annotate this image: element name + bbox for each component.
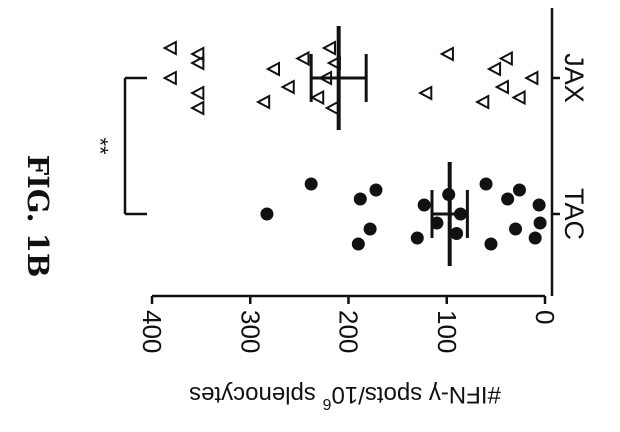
data-point xyxy=(532,198,546,212)
data-point xyxy=(439,46,454,62)
data-point xyxy=(524,70,539,86)
data-point xyxy=(511,89,526,106)
category-label-jax: JAX xyxy=(559,53,589,103)
data-point xyxy=(450,227,464,240)
data-point xyxy=(265,61,281,77)
data-point xyxy=(190,100,205,116)
data-point xyxy=(363,222,377,236)
data-point xyxy=(190,85,205,101)
data-point xyxy=(324,100,339,116)
data-point xyxy=(321,40,337,56)
data-point xyxy=(309,89,325,106)
value-tick-label: 100 xyxy=(432,310,462,353)
data-point xyxy=(162,40,177,56)
value-axis-title: #IFN-γ spots/106 splenocytes xyxy=(189,382,501,413)
data-point xyxy=(417,85,433,101)
data-point xyxy=(369,183,383,197)
data-point xyxy=(486,61,502,77)
data-point xyxy=(479,177,493,191)
series-tac xyxy=(260,162,547,266)
data-point xyxy=(280,79,295,95)
data-point xyxy=(494,79,509,95)
data-point xyxy=(190,46,205,62)
data-point xyxy=(484,237,498,251)
value-tick-label: 0 xyxy=(530,310,560,324)
data-point xyxy=(417,198,431,212)
significance-label: ** xyxy=(88,137,113,155)
data-point xyxy=(260,207,274,221)
data-point xyxy=(351,237,365,251)
value-tick-label: 300 xyxy=(235,310,265,353)
value-tick-label: 200 xyxy=(334,310,364,353)
data-point xyxy=(304,177,318,191)
data-point xyxy=(528,231,542,245)
data-point xyxy=(410,231,424,245)
data-point xyxy=(512,183,526,197)
data-point xyxy=(353,192,367,206)
plot-area: 0 100 200 300 400 TAC JAX #IFN-γ spots/106 sple… xyxy=(88,8,589,413)
data-point xyxy=(162,70,177,86)
data-point xyxy=(533,216,547,230)
data-point xyxy=(498,50,513,67)
data-point xyxy=(430,216,444,230)
data-point xyxy=(501,192,515,206)
data-point xyxy=(190,55,205,71)
data-point xyxy=(509,222,523,236)
value-tick-label: 400 xyxy=(137,310,167,353)
series-jax xyxy=(162,26,539,130)
category-label-tac: TAC xyxy=(559,188,589,240)
data-point xyxy=(295,50,310,67)
data-point xyxy=(255,94,271,110)
data-point xyxy=(474,94,490,110)
